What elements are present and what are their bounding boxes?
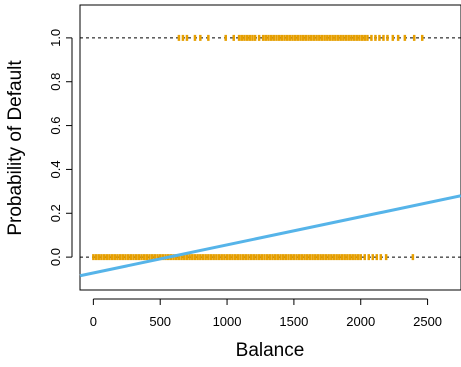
y-tick-label: 0.8: [48, 73, 63, 91]
y-axis: 0.0 0.2 0.4 0.6 0.8 1.0: [48, 29, 73, 266]
x-axis-label: Balance: [236, 340, 305, 361]
x-tick-label: 1500: [279, 314, 308, 329]
x-tick-label: 2500: [413, 314, 442, 329]
y-tick-label: 1.0: [48, 29, 63, 47]
y-tick-label: 0.6: [48, 117, 63, 135]
x-tick-label: 1000: [213, 314, 242, 329]
data-points: [92, 34, 424, 261]
x-tick-label: 0: [90, 314, 97, 329]
x-axis: 0 500 1000 1500 2000 2500: [90, 298, 442, 329]
x-tick-label: 2000: [346, 314, 375, 329]
fit-line: [79, 194, 461, 278]
reference-lines: [80, 37, 461, 258]
fit-line-group: [79, 194, 461, 278]
y-axis-label: Probability of Default: [5, 60, 26, 236]
y-tick-label: 0.0: [48, 248, 63, 266]
plot-frame: [79, 4, 461, 291]
y-tick-label: 0.2: [48, 204, 63, 222]
x-tick-label: 500: [149, 314, 171, 329]
y-tick-label: 0.4: [48, 160, 63, 178]
